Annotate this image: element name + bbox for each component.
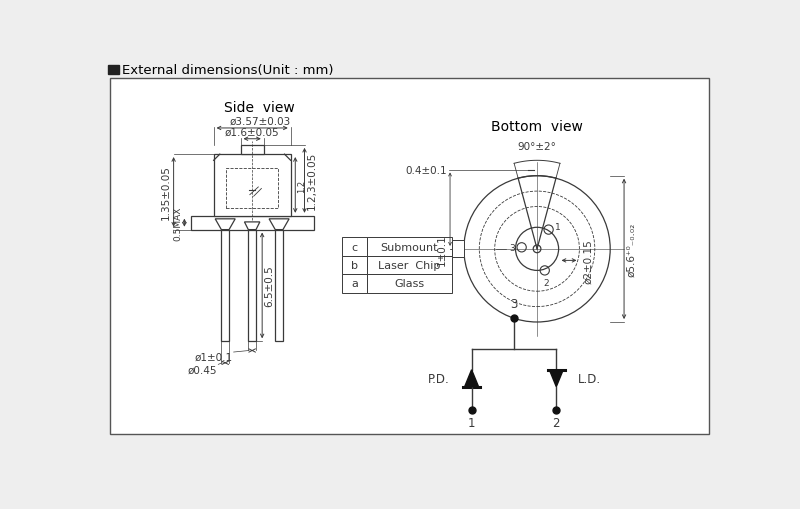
Bar (226, 168, 278, 209)
Text: 3: 3 (510, 243, 515, 252)
Bar (275, 230, 283, 342)
Text: Glass: Glass (394, 279, 424, 289)
Text: ø1.6±0.05: ø1.6±0.05 (225, 127, 279, 137)
Text: ø5.6⁺⁰₋₀.₀₂: ø5.6⁺⁰₋₀.₀₂ (626, 222, 636, 276)
Text: 90°±2°: 90°±2° (518, 142, 557, 152)
Bar (342, 238, 367, 256)
Text: 6.5±0.5: 6.5±0.5 (265, 265, 274, 307)
Text: c: c (351, 242, 358, 252)
Text: L.D.: L.D. (578, 372, 601, 385)
Text: ø0.45: ø0.45 (188, 365, 218, 375)
Bar (241, 146, 264, 155)
Bar (248, 230, 256, 342)
Text: External dimensions(Unit : mm): External dimensions(Unit : mm) (122, 64, 334, 77)
Text: 1.2: 1.2 (297, 179, 306, 192)
Bar (108, 66, 119, 75)
Text: ø2±0.15: ø2±0.15 (583, 239, 594, 283)
Bar (452, 241, 464, 258)
Text: b: b (351, 261, 358, 270)
Text: 0.5MAX: 0.5MAX (173, 206, 182, 240)
Text: 1.35±0.05: 1.35±0.05 (162, 165, 171, 220)
Bar (190, 216, 314, 230)
Text: 1.2,3±0.05: 1.2,3±0.05 (307, 152, 317, 210)
Text: 3: 3 (510, 298, 518, 311)
Text: Submount: Submount (381, 242, 438, 252)
Polygon shape (245, 222, 260, 230)
Text: ø3.57±0.03: ø3.57±0.03 (230, 117, 290, 126)
Polygon shape (550, 370, 563, 387)
Text: 1: 1 (468, 416, 475, 429)
Text: ø1±0.1: ø1±0.1 (194, 352, 233, 362)
Bar (214, 155, 290, 216)
Bar (342, 275, 367, 293)
Text: 2: 2 (543, 278, 549, 288)
Bar (222, 230, 229, 342)
Polygon shape (465, 370, 478, 387)
Bar (367, 275, 451, 293)
Text: 1: 1 (554, 222, 561, 232)
Text: 2: 2 (553, 416, 560, 429)
Text: P.D.: P.D. (428, 372, 450, 385)
Text: 1±0.1: 1±0.1 (437, 234, 447, 265)
Text: 0.4±0.1: 0.4±0.1 (406, 165, 447, 175)
Text: Bottom  view: Bottom view (491, 120, 583, 134)
Text: Laser  Chip: Laser Chip (378, 261, 441, 270)
Bar (367, 256, 451, 275)
Bar (342, 256, 367, 275)
Polygon shape (215, 219, 235, 230)
Bar (367, 238, 451, 256)
Polygon shape (269, 219, 289, 230)
Text: a: a (351, 279, 358, 289)
Text: Side  view: Side view (225, 101, 295, 115)
